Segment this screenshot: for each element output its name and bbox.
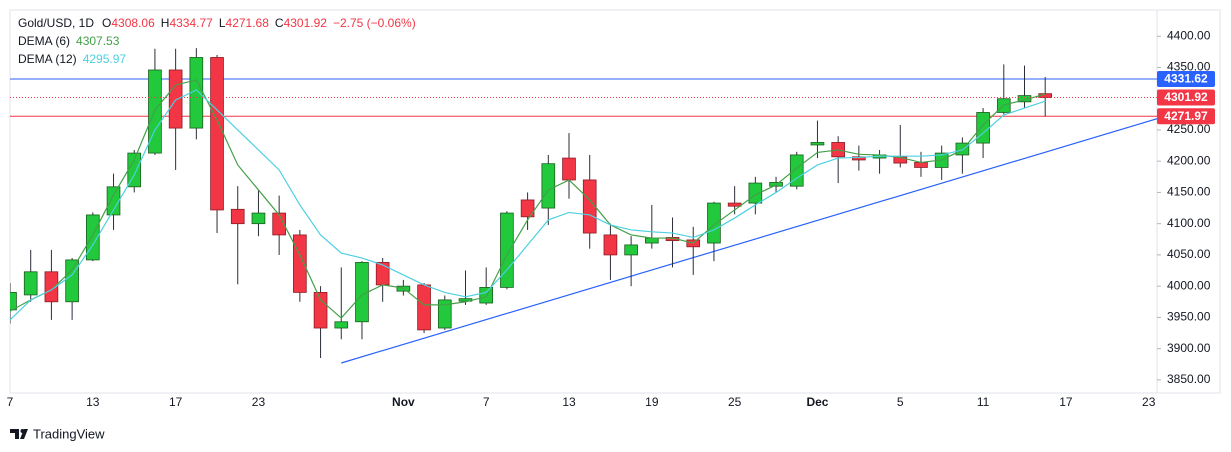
x-tick-label: 17 [1059, 395, 1073, 409]
candle-body [272, 212, 286, 236]
price-label: 4331.62 [1164, 72, 1208, 86]
brand-name: TradingView [33, 426, 105, 441]
price-label: 4271.97 [1164, 109, 1208, 123]
price-label-bg [1157, 89, 1215, 106]
candle-body [44, 271, 59, 303]
x-tick-label: Nov [392, 395, 415, 409]
h-value: 4334.77 [169, 16, 213, 30]
axes: 3850.00 3900.00 3950.00 4000.00 4050.00 4100.… [7, 28, 1215, 409]
change: −2.75 (−0.06%) [333, 16, 416, 30]
price-label-bg [1157, 70, 1215, 87]
x-tick-label: 7 [483, 395, 490, 409]
price-label-bg [1157, 108, 1215, 125]
legend-value: 4307.53 [76, 34, 120, 48]
candle-body [707, 202, 721, 244]
x-tick-label: 23 [252, 395, 266, 409]
x-tick-label: Dec [806, 395, 828, 409]
candle-body [210, 57, 224, 211]
y-tick-label: 4250.00 [1167, 122, 1211, 136]
x-tick-label: 23 [1142, 395, 1156, 409]
frame [9, 9, 1221, 394]
brand: TradingView [10, 426, 105, 441]
o-label: O [102, 16, 111, 30]
candle-body [810, 142, 825, 146]
plot-area [10, 48, 1157, 364]
c-value: 4301.92 [284, 16, 328, 30]
legend-name: DEMA (6) [18, 34, 70, 48]
candle-body [520, 199, 535, 218]
candle-body [106, 186, 121, 216]
candle-body [727, 202, 742, 207]
candle-body [789, 154, 804, 187]
candle-body [479, 287, 494, 304]
l-value: 4271.68 [226, 16, 270, 30]
y-tick-label: 4150.00 [1167, 185, 1211, 199]
h-label: H [161, 16, 170, 30]
candle-body [624, 244, 638, 256]
y-tick-label: 4200.00 [1167, 153, 1211, 167]
y-tick-label: 4350.00 [1167, 60, 1211, 74]
x-tick-label: 25 [728, 395, 742, 409]
candle-body [500, 212, 514, 288]
candle-body [168, 69, 183, 129]
legend-name: DEMA (12) [18, 52, 77, 66]
brand-icon [10, 429, 28, 439]
symbol: Gold/USD, 1D [18, 16, 94, 30]
candle-body [914, 162, 928, 168]
candle-body [893, 156, 908, 164]
y-tick-label: 3850.00 [1167, 372, 1211, 386]
x-tick-label: 7 [7, 395, 14, 409]
candle-body [603, 234, 618, 256]
candle-body [10, 292, 17, 311]
y-tick-label: 4400.00 [1167, 28, 1211, 42]
candle-body [645, 237, 659, 244]
legend-value: 4295.97 [83, 52, 127, 66]
x-tick-label: 13 [86, 395, 100, 409]
o-value: 4308.06 [111, 16, 155, 30]
candle-body [976, 112, 990, 144]
x-tick-label: 17 [169, 395, 183, 409]
header: Gold/USD, 1D O4308.06 H4334.77 L4271.68 C430… [18, 16, 416, 30]
candle-body [582, 179, 597, 234]
y-tick-label: 4050.00 [1167, 247, 1211, 261]
price-label: 4301.92 [1164, 90, 1208, 104]
legend-dema12: DEMA (12) 4295.97 [18, 52, 126, 66]
y-tick-label: 4000.00 [1167, 278, 1211, 292]
x-tick-label: 13 [562, 395, 576, 409]
x-tick-label: 5 [897, 395, 904, 409]
legend-dema6: DEMA (6) 4307.53 [18, 34, 120, 48]
brand-icon-dot [20, 429, 25, 433]
l-label: L [219, 16, 226, 30]
y-tick-label: 3950.00 [1167, 310, 1211, 324]
candle-body [251, 212, 266, 225]
candle-body [417, 284, 431, 331]
y-tick-label: 4100.00 [1167, 216, 1211, 230]
candle-body [65, 259, 79, 303]
candle-body [562, 157, 576, 181]
c-label: C [275, 16, 284, 30]
trend-line [341, 118, 1157, 364]
candle-body [230, 208, 245, 225]
x-tick-label: 11 [977, 395, 990, 409]
candle-body [375, 262, 390, 286]
dema-line [10, 89, 1046, 321]
x-tick-label: 19 [645, 395, 659, 409]
candle-body [437, 299, 452, 329]
candle-body [541, 163, 556, 209]
candle-body [852, 156, 866, 161]
dema-line [10, 79, 1046, 319]
candle-body [313, 292, 328, 329]
candle-body [23, 271, 38, 296]
y-tick-label: 3900.00 [1167, 341, 1211, 355]
candle-body [748, 182, 763, 204]
candle-body [334, 321, 349, 329]
